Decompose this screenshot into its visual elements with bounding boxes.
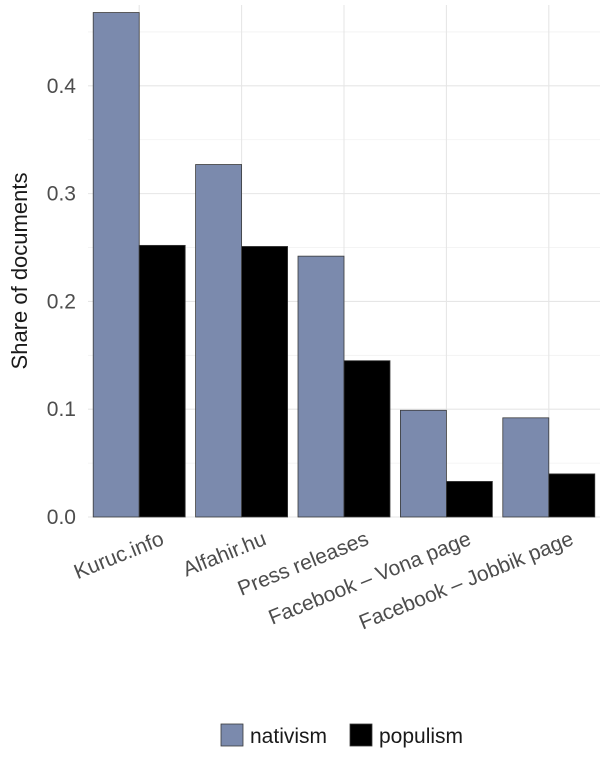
bar-populism xyxy=(548,473,596,518)
legend-key-populism xyxy=(349,723,373,747)
bar-populism xyxy=(343,360,391,518)
bar-populism xyxy=(138,244,186,518)
y-axis-ticks: 0.0 0.1 0.2 0.3 0.4 xyxy=(47,75,77,529)
y-tick-label: 0.3 xyxy=(47,183,76,206)
legend: nativism populism xyxy=(220,723,463,748)
y-tick-label: 0.4 xyxy=(47,75,77,98)
bars xyxy=(92,12,596,518)
bar-populism xyxy=(445,481,493,518)
y-axis-title: Share of documents xyxy=(7,173,32,370)
bar-populism xyxy=(241,246,289,518)
x-tick-label: Kuruc.info xyxy=(71,527,167,584)
y-tick-label: 0.0 xyxy=(47,506,76,529)
legend-label-populism: populism xyxy=(379,725,463,748)
bar-nativism xyxy=(297,255,345,518)
y-tick-label: 0.2 xyxy=(47,290,76,313)
y-tick-label: 0.1 xyxy=(47,398,76,421)
bar-nativism xyxy=(399,409,447,518)
legend-label-nativism: nativism xyxy=(250,725,327,748)
bar-nativism xyxy=(195,164,243,518)
bar-nativism xyxy=(502,417,550,518)
bar-nativism xyxy=(92,12,140,518)
legend-key-nativism xyxy=(220,723,244,747)
